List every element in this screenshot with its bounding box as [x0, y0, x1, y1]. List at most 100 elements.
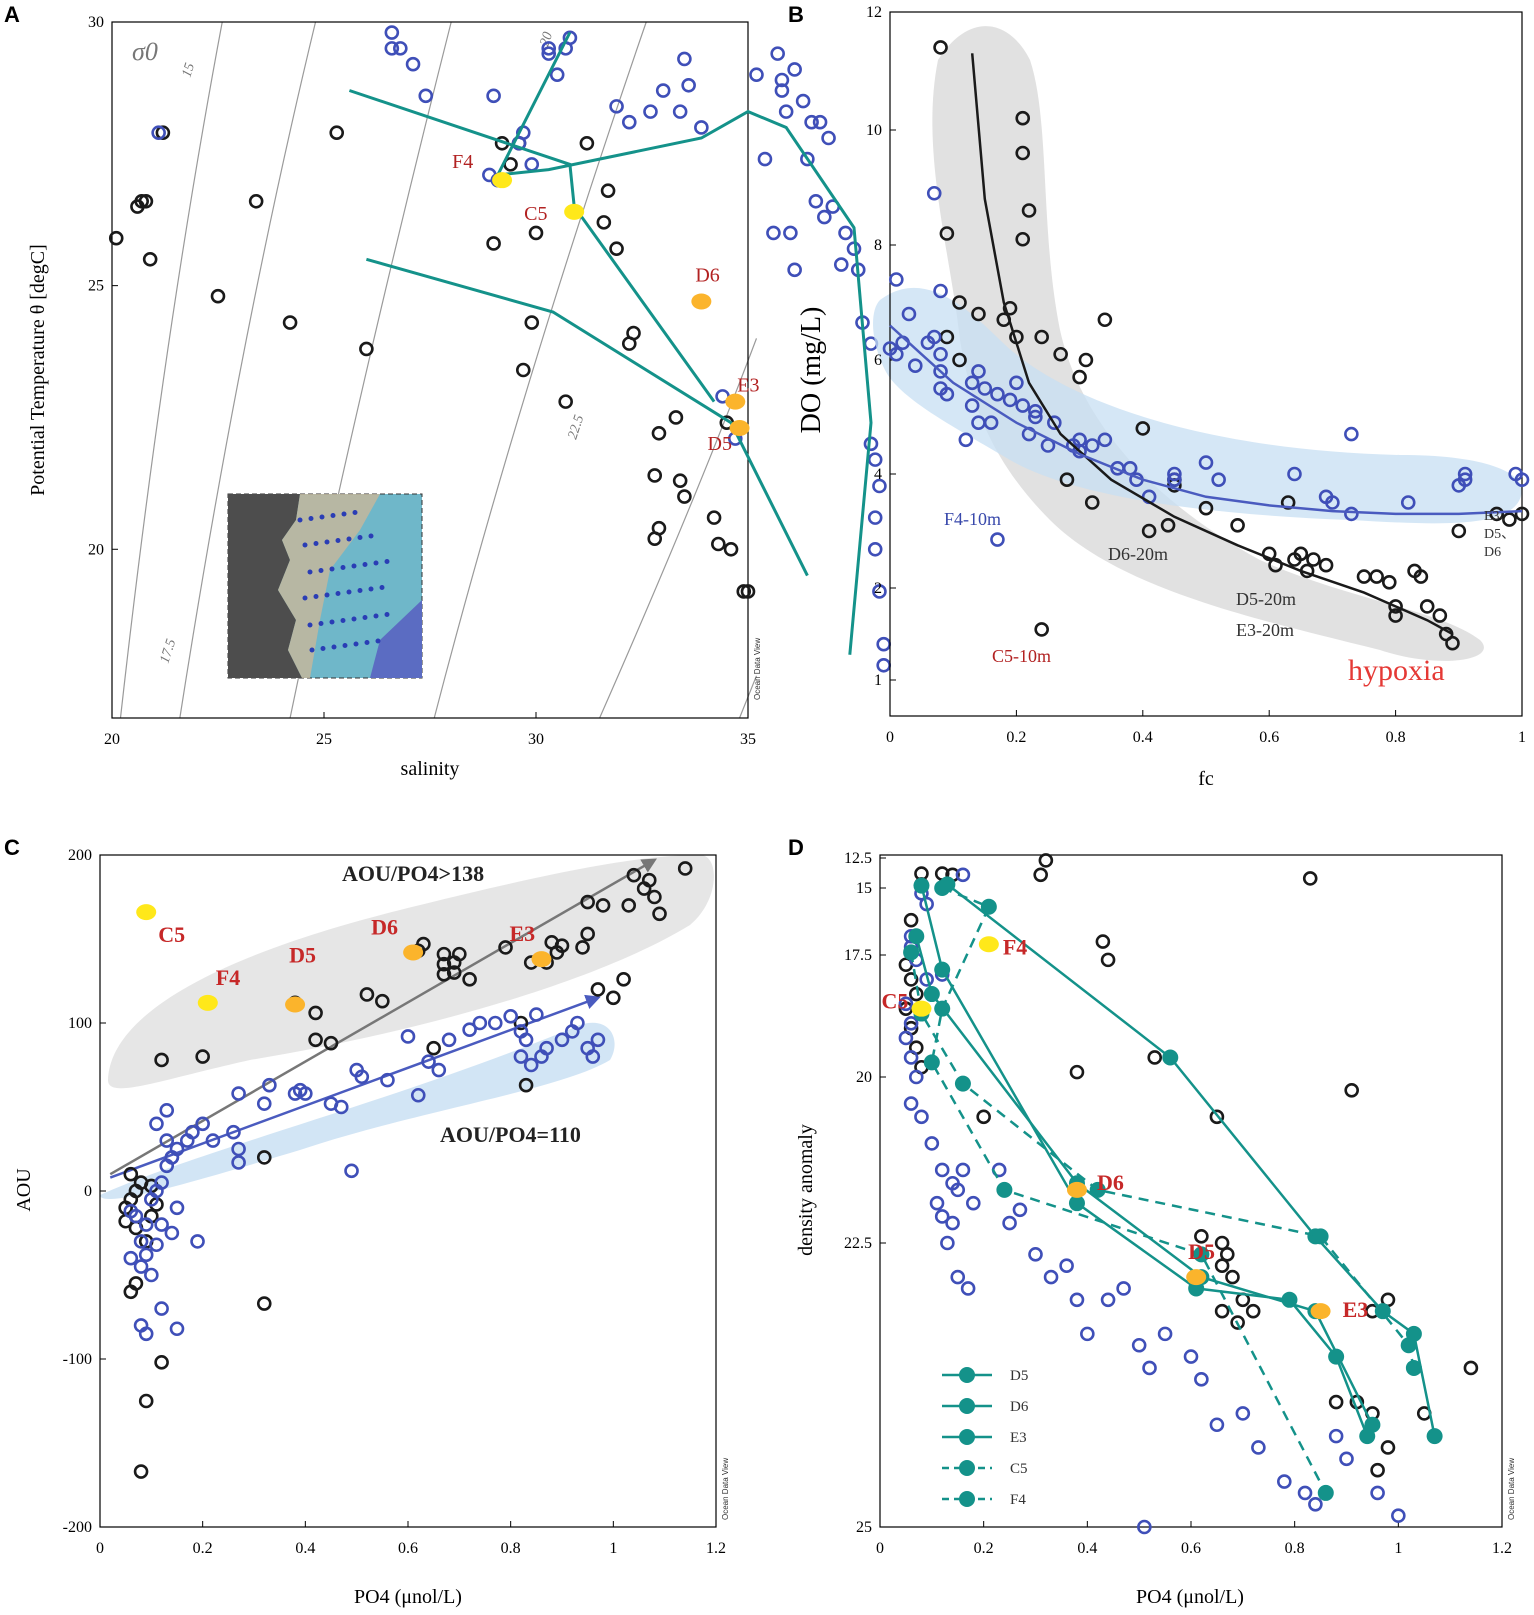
data-point-blue — [503, 1008, 518, 1024]
data-point-black — [1381, 574, 1397, 590]
data-point-black — [359, 341, 374, 357]
data-point-blue — [903, 1016, 919, 1031]
data-point-black — [580, 894, 595, 910]
legend-marker-c5 — [959, 1460, 975, 1476]
panel-b-xlabel: fc — [1198, 768, 1214, 790]
data-point-blue — [1080, 1326, 1095, 1342]
panel-d-ylabel: density anomaly — [795, 1124, 817, 1256]
data-point-blue — [231, 1086, 246, 1101]
data-point-black — [647, 468, 663, 483]
data-point-blue — [154, 1301, 169, 1316]
data-point-blue — [138, 1247, 154, 1263]
panel-a-letter: A — [4, 2, 20, 27]
data-point-blue — [867, 541, 883, 557]
x-tick-label: 1 — [609, 1540, 617, 1557]
data-point-blue — [898, 996, 914, 1012]
inset-station-dot — [353, 641, 359, 647]
panel-d-letter: D — [788, 835, 804, 860]
inset-station-dot — [335, 538, 341, 543]
data-point-blue — [226, 1124, 241, 1140]
data-point-black — [1388, 599, 1403, 614]
data-point-blue — [1339, 1451, 1354, 1467]
data-point-blue — [778, 104, 794, 119]
data-point-black — [1100, 952, 1116, 968]
inset-station-dot — [346, 589, 352, 595]
data-point-black — [1302, 871, 1318, 886]
data-point-black — [195, 1049, 210, 1064]
panel-d: D 0 0.2 0.4 0.6 0.8 1 1.2 12.5 15 17.5 20 22.5 25 C5… — [788, 835, 1516, 1608]
data-point-blue — [933, 364, 948, 379]
data-point-blue — [231, 1141, 246, 1157]
data-point-black — [1069, 1064, 1085, 1080]
marker-c5 — [564, 203, 585, 220]
inset-station-dot — [313, 541, 319, 546]
data-point-black — [528, 225, 544, 241]
data-point-black — [677, 861, 693, 876]
data-point-blue — [812, 114, 828, 130]
y-tick-label: 8 — [874, 237, 882, 254]
data-point-black — [436, 946, 452, 962]
marker-label-d6: D6 — [371, 914, 398, 939]
data-point-black — [554, 938, 570, 954]
data-point-blue — [472, 1015, 488, 1031]
data-point-blue — [354, 1069, 370, 1085]
panel-d-ticks: 0 0.2 0.4 0.6 0.8 1 1.2 12.5 15 17.5 20 22.5 25 — [844, 850, 1512, 1557]
x-tick-label: 0.8 — [1285, 1540, 1305, 1557]
panel-c: C 0 0.2 0.4 0.6 0.8 1 1.2 -200 -100 0 100 200 C5 F4 D… — [4, 835, 730, 1608]
data-point-blue — [955, 867, 971, 883]
data-point-blue — [298, 1086, 313, 1101]
data-point-blue — [1069, 1292, 1085, 1308]
data-point-blue — [256, 1096, 272, 1111]
data-point-black — [1306, 552, 1321, 567]
data-point-black — [736, 584, 752, 599]
data-point-blue — [262, 1077, 277, 1093]
watermark-c: Ocean Data View — [721, 1458, 730, 1520]
series-point-f4 — [923, 1054, 940, 1071]
series-point-e3 — [1162, 1049, 1179, 1066]
data-point-blue — [1391, 1508, 1406, 1523]
y-tick-label: 17.5 — [844, 947, 872, 964]
data-point-black — [651, 425, 667, 441]
data-point-blue — [1400, 495, 1416, 510]
panel-a-ticks: 20 25 30 35 20 25 30 — [88, 14, 756, 748]
data-point-blue — [929, 1195, 945, 1211]
isopycnal-label: 22.5 — [566, 413, 588, 441]
marker-label-c5: C5 — [881, 989, 908, 1014]
inset-station-dot — [352, 510, 358, 515]
data-point-black — [606, 990, 621, 1006]
inset-station-dot — [368, 533, 374, 539]
data-point-blue — [1277, 1474, 1292, 1489]
legend-label-d6: D6 — [1010, 1399, 1029, 1415]
data-point-blue — [681, 77, 696, 93]
data-point-blue — [164, 1225, 180, 1241]
data-point-blue — [487, 1015, 503, 1031]
ratio-arrow-gray — [109, 858, 657, 1176]
data-point-blue — [518, 1032, 534, 1048]
marker-label-e3: E3 — [737, 375, 759, 397]
data-point-blue — [418, 88, 434, 104]
y-tick-label: 12 — [866, 4, 882, 21]
data-point-blue — [955, 1162, 971, 1178]
data-point-blue — [1100, 1292, 1116, 1308]
data-point-black — [426, 1040, 441, 1056]
data-point-blue — [154, 1175, 169, 1190]
data-point-blue — [1009, 375, 1024, 391]
series-line-f4 — [930, 886, 1327, 1494]
inset-station-dot — [341, 511, 347, 517]
data-point-black — [513, 1015, 529, 1031]
data-point-black — [138, 1393, 154, 1409]
ratio-low-label: AOU/PO4=110 — [440, 1122, 581, 1147]
data-point-black — [740, 584, 756, 599]
data-point-blue — [621, 114, 637, 130]
data-point-blue — [1157, 1326, 1173, 1342]
marker-e3 — [1310, 1303, 1331, 1320]
data-point-blue — [1015, 398, 1031, 413]
data-point-black — [123, 1166, 139, 1182]
data-point-black — [1214, 1235, 1230, 1251]
data-point-blue — [655, 83, 671, 98]
data-point-blue — [1047, 415, 1062, 431]
data-point-black — [329, 125, 345, 141]
y-tick-label: 0 — [84, 1183, 92, 1200]
series-point-c5 — [1312, 1228, 1329, 1245]
data-point-black — [138, 193, 154, 209]
